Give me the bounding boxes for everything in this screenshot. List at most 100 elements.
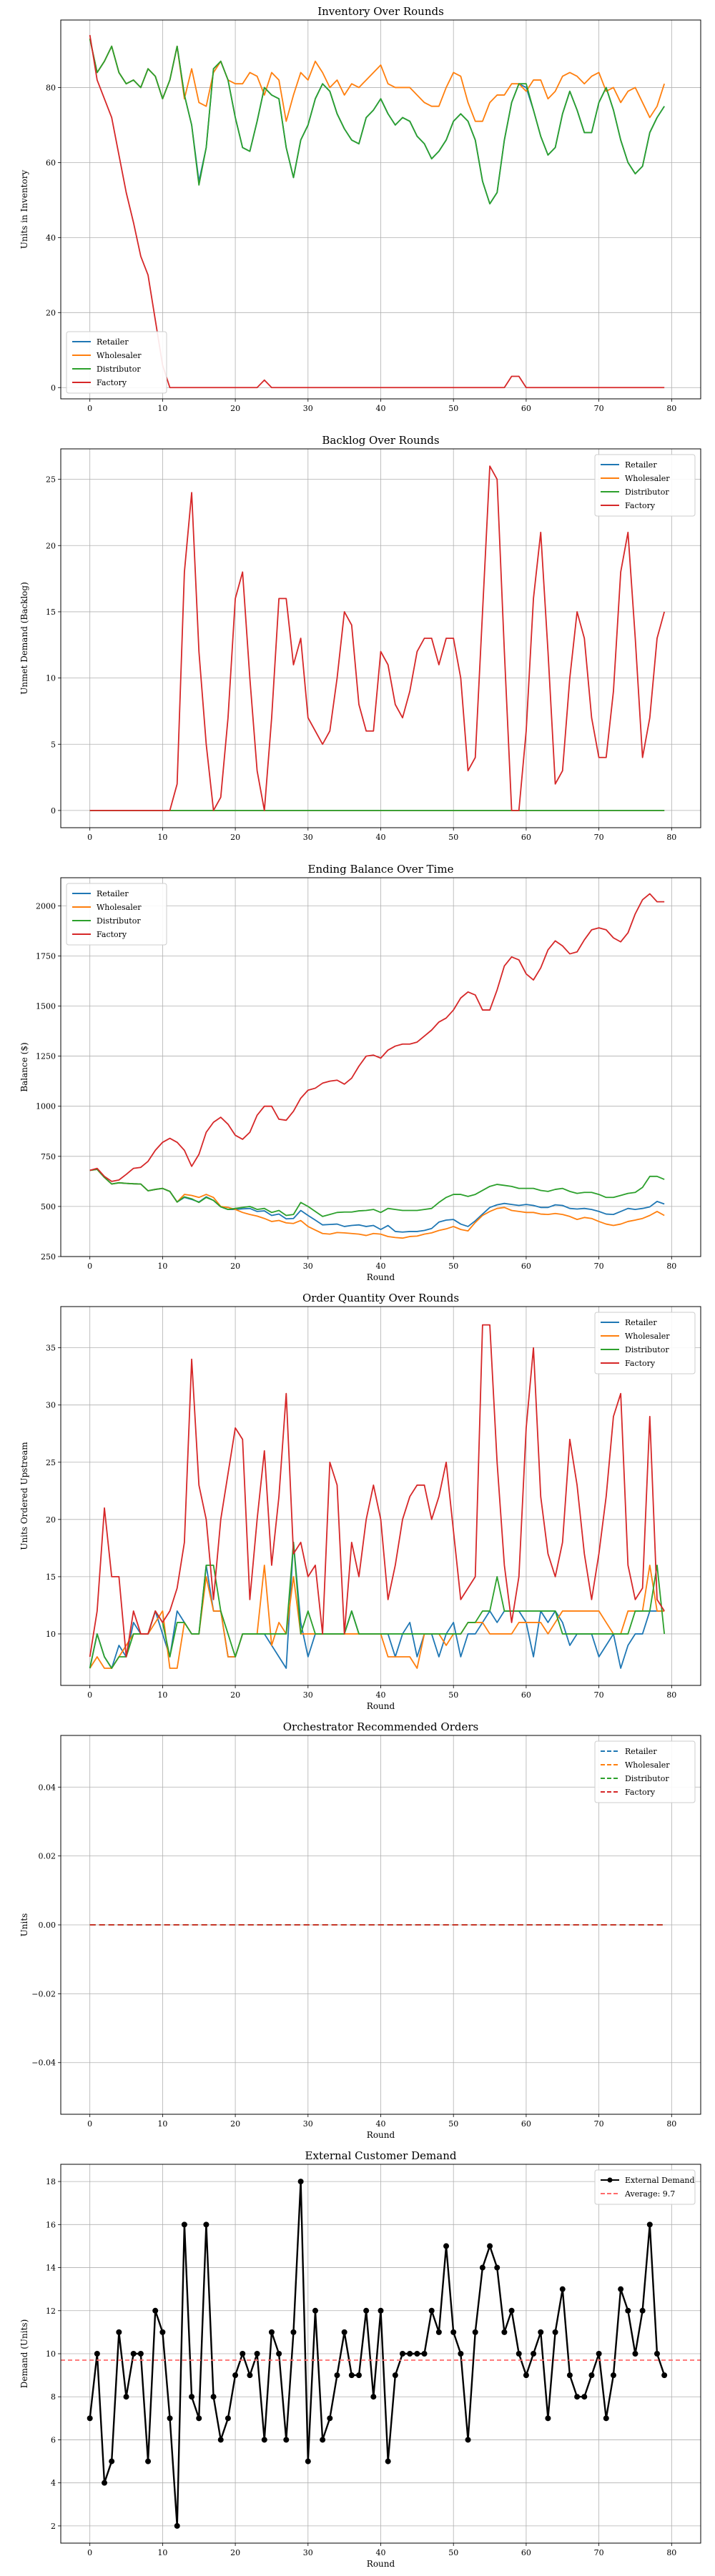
x-tick-label: 80 [666, 404, 676, 413]
data-point [603, 2415, 609, 2422]
x-tick-label: 30 [303, 1262, 313, 1271]
data-point [159, 2329, 166, 2335]
y-tick-label: 8 [51, 2392, 56, 2402]
x-tick-label: 10 [157, 1262, 167, 1271]
data-point [574, 2394, 581, 2400]
data-point [646, 2221, 653, 2228]
data-point [102, 2480, 108, 2486]
plot-frame [60, 448, 701, 828]
x-axis-label: Round [367, 2559, 395, 2569]
data-point [501, 2329, 508, 2335]
series-line-retailer [89, 1541, 665, 1669]
y-tick-label: 35 [46, 1344, 56, 1353]
data-point [465, 2437, 471, 2443]
chart-title: External Customer Demand [305, 2149, 457, 2162]
x-tick-label: 70 [594, 404, 604, 413]
y-tick-label: 30 [46, 1401, 56, 1410]
x-tick-label: 30 [303, 2548, 313, 2557]
legend-label: Retailer [97, 337, 129, 347]
y-tick-label: 60 [46, 158, 56, 167]
legend-box [594, 2169, 696, 2205]
x-tick-label: 80 [666, 2548, 676, 2557]
data-point [210, 2394, 217, 2400]
legend: Retailer Wholesaler Distributor Factory [594, 1312, 696, 1374]
legend-marker [607, 2177, 613, 2183]
data-point [116, 2329, 122, 2335]
data-point [414, 2351, 420, 2357]
plot-frame [60, 1306, 701, 1686]
legend-label: Wholesaler [97, 351, 142, 360]
chart-svg: Ending Balance Over Time 0 10 20 30 40 50 60 70 8… [19, 863, 701, 1282]
chart-svg: Backlog Over Rounds 0 10 20 30 40 50 60 70 80 0 5 10… [19, 434, 701, 842]
x-tick-label: 0 [87, 404, 92, 413]
data-point [385, 2458, 391, 2464]
legend-label: Wholesaler [97, 903, 142, 912]
x-tick-label: 80 [666, 1690, 676, 1700]
y-tick-label: 1500 [36, 1001, 56, 1011]
data-point [290, 2329, 297, 2335]
y-axis-label: Units Ordered Upstream [19, 1442, 29, 1550]
data-point [654, 2351, 660, 2357]
x-tick-label: 40 [376, 2548, 386, 2557]
x-tick-label: 20 [230, 833, 240, 842]
x-axis-label: Round [367, 2130, 395, 2140]
legend-label: Wholesaler [625, 1760, 670, 1770]
data-point [639, 2307, 646, 2314]
data-point [87, 2415, 93, 2422]
x-tick-label: 40 [376, 2119, 386, 2129]
data-point [494, 2264, 500, 2271]
legend-label: Factory [625, 1788, 656, 1797]
data-point [109, 2458, 115, 2464]
data-point [254, 2351, 260, 2357]
y-tick-label: 250 [41, 1252, 56, 1262]
data-point [552, 2329, 558, 2335]
x-tick-label: 50 [448, 1690, 458, 1700]
chart-panel-backlog: Backlog Over Rounds 0 10 20 30 40 50 60 70 80 0 5 10… [0, 429, 715, 858]
legend-box [594, 454, 696, 517]
x-tick-label: 40 [376, 1690, 386, 1700]
data-point [487, 2243, 493, 2249]
y-tick-label: 0.00 [39, 1921, 56, 1930]
data-point [661, 2372, 668, 2379]
legend: Retailer Wholesaler Distributor Factory [594, 1740, 696, 1803]
legend-label: Factory [625, 501, 656, 510]
y-axis-label: Units [19, 1913, 29, 1937]
y-tick-label: 1750 [36, 951, 56, 961]
data-point [261, 2437, 267, 2443]
x-tick-label: 40 [376, 833, 386, 842]
x-tick-label: 60 [521, 2119, 531, 2129]
chart-panel-inventory: Inventory Over Rounds 0 10 20 30 40 50 60 70 80 0 2… [0, 0, 715, 429]
x-tick-label: 10 [157, 1690, 167, 1700]
x-tick-label: 20 [230, 1690, 240, 1700]
data-point [458, 2351, 464, 2357]
series-line-retailer [89, 39, 665, 205]
chart-panel-orders: Order Quantity Over Rounds 0 10 20 30 40 50 60 7… [0, 1287, 715, 1715]
data-point [334, 2372, 340, 2379]
y-axis-label: Units in Inventory [19, 170, 29, 249]
x-tick-label: 70 [594, 1690, 604, 1700]
y-tick-label: 80 [46, 83, 56, 92]
legend-label: Distributor [97, 916, 141, 926]
data-point [531, 2351, 537, 2357]
x-tick-label: 40 [376, 1262, 386, 1271]
x-tick-label: 60 [521, 1262, 531, 1271]
legend-box [66, 331, 167, 394]
data-point [566, 2372, 573, 2379]
data-point [538, 2329, 544, 2335]
y-tick-label: 18 [46, 2177, 56, 2186]
x-tick-label: 60 [521, 404, 531, 413]
legend-box [594, 1312, 696, 1374]
data-point [450, 2329, 457, 2335]
series-line-factory [89, 34, 665, 389]
x-tick-label: 0 [87, 1262, 92, 1271]
legend-label: Distributor [97, 365, 141, 374]
data-point [545, 2415, 551, 2422]
legend: External Demand Average: 9.7 [594, 2169, 696, 2205]
y-tick-label: 25 [46, 475, 56, 485]
series-line-factory [89, 1324, 665, 1658]
x-tick-label: 60 [521, 1690, 531, 1700]
data-point [435, 2329, 442, 2335]
x-tick-label: 70 [594, 833, 604, 842]
data-point [305, 2458, 311, 2464]
y-tick-label: 20 [46, 1515, 56, 1525]
